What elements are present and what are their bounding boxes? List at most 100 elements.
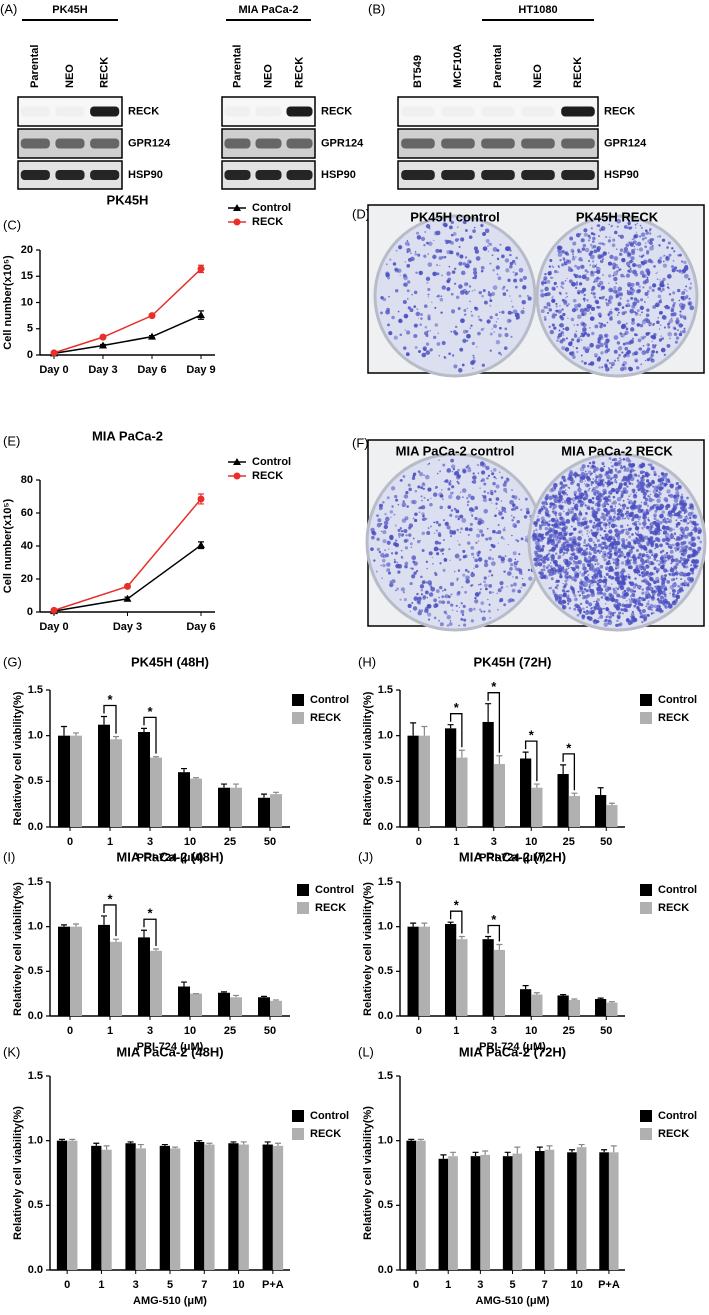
colony: [589, 361, 595, 366]
colony: [509, 249, 512, 252]
colony: [509, 499, 514, 505]
colony: [598, 586, 602, 589]
colony: [414, 346, 418, 350]
colony: [621, 507, 623, 510]
colony: [655, 576, 660, 582]
colony: [624, 353, 627, 357]
colony: [681, 546, 684, 549]
colony: [618, 508, 621, 511]
colony: [425, 276, 431, 282]
colony: [680, 552, 684, 556]
colony: [682, 298, 685, 301]
colony: [669, 584, 675, 590]
colony: [682, 518, 687, 523]
colony: [574, 473, 579, 477]
colony: [572, 538, 577, 544]
colony: [483, 482, 487, 486]
colony: [484, 228, 490, 234]
colony: [605, 607, 609, 611]
colony: [662, 525, 667, 530]
colony: [580, 602, 583, 605]
colony: [417, 610, 422, 616]
colony: [439, 585, 443, 590]
colony: [614, 552, 618, 557]
colony: [583, 361, 587, 365]
colony: [605, 546, 609, 550]
colony: [626, 299, 630, 303]
colony: [644, 261, 647, 264]
colony: [561, 475, 566, 480]
colony: [591, 496, 595, 500]
colony: [642, 598, 646, 602]
colony: [564, 484, 567, 487]
colony: [561, 483, 564, 485]
colony: [423, 474, 425, 476]
colony: [673, 546, 678, 550]
colony: [467, 259, 472, 264]
colony: [583, 540, 587, 544]
colony: [615, 248, 618, 251]
colony: [676, 547, 680, 551]
colony: [559, 323, 564, 328]
colony: [613, 359, 617, 362]
colony: [541, 282, 545, 286]
colony: [609, 236, 611, 239]
colony: [644, 245, 648, 249]
colony: [619, 524, 624, 529]
colony: [435, 263, 439, 267]
x-tick-label: 25: [224, 1025, 236, 1037]
colony: [654, 547, 657, 550]
colony: [616, 517, 620, 521]
colony: [608, 223, 610, 226]
colony: [662, 556, 665, 559]
colony: [448, 622, 453, 626]
colony: [613, 285, 617, 290]
colony: [406, 297, 409, 300]
legend-swatch: [292, 1110, 304, 1122]
colony: [420, 317, 423, 320]
colony: [450, 593, 453, 596]
colony: [615, 571, 620, 575]
colony: [556, 587, 559, 590]
colony: [544, 286, 549, 292]
colony: [594, 467, 599, 472]
colony: [400, 587, 406, 592]
bar: [270, 1000, 282, 1016]
colony: [426, 604, 431, 609]
colony: [597, 620, 600, 623]
colony: [596, 527, 600, 532]
colony: [540, 281, 545, 285]
panel-label: (L): [358, 1044, 374, 1059]
colony: [488, 603, 491, 606]
colony: [665, 525, 670, 531]
colony: [594, 265, 597, 268]
colony: [380, 311, 383, 315]
colony: [639, 323, 644, 328]
colony: [555, 514, 557, 517]
y-axis-label: Relatively cell viability(%): [12, 1106, 24, 1240]
colony: [610, 547, 614, 550]
colony: [454, 325, 458, 329]
colony: [573, 512, 577, 517]
error-bar: [421, 725, 428, 736]
colony: [478, 608, 482, 611]
colony: [595, 485, 599, 489]
colony: [660, 595, 664, 600]
y-tick-label: 1.0: [28, 730, 43, 742]
colony: [593, 271, 597, 274]
colony: [562, 551, 566, 555]
colony: [638, 522, 642, 526]
colony: [680, 578, 683, 581]
colony: [661, 349, 664, 352]
lane-label: NEO: [64, 64, 76, 88]
colony: [515, 317, 519, 320]
colony: [549, 488, 554, 493]
colony: [430, 497, 432, 500]
colony: [420, 593, 423, 596]
colony: [601, 484, 605, 488]
blot-band: [286, 106, 313, 117]
colony: [402, 475, 406, 478]
colony: [577, 487, 582, 493]
colony: [644, 510, 648, 514]
